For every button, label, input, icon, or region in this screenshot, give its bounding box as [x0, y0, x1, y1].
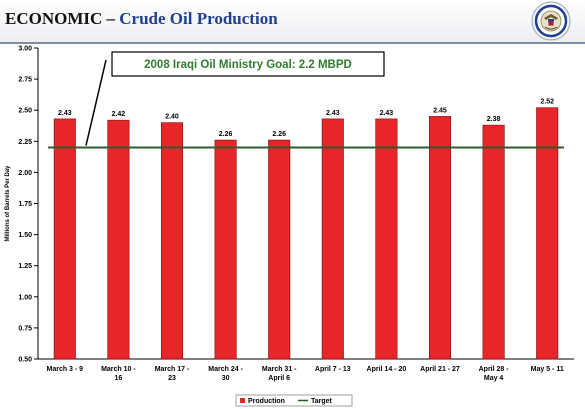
x-category-label: March 17 -: [155, 366, 190, 373]
y-tick-label: 0.75: [18, 325, 32, 332]
title-subtitle: Crude Oil Production: [119, 9, 278, 28]
legend-label-target: Target: [311, 398, 333, 405]
x-axis-category-labels: March 3 - 9 March 10 - 16 March 17 - 23 March…: [47, 366, 564, 382]
y-tick-label: 1.50: [18, 232, 32, 239]
production-bars: [53, 107, 559, 360]
production-bar: [214, 139, 237, 360]
bar-data-label: 2.26: [272, 131, 286, 138]
production-bar: [53, 118, 76, 360]
bar-data-label: 2.52: [540, 99, 554, 106]
title-separator: –: [102, 9, 120, 28]
legend-swatch-production: [240, 398, 245, 403]
y-tick-label: 2.25: [18, 139, 32, 146]
x-category-label: April 6: [268, 375, 290, 382]
bar-data-label: 2.38: [487, 116, 501, 123]
production-bar: [428, 116, 452, 360]
x-category-label: March 10 -: [101, 366, 136, 373]
x-category-label: March 24 -: [208, 366, 243, 373]
x-category-label: 16: [115, 375, 123, 382]
y-tick-label: 2.00: [18, 170, 32, 177]
y-tick-label: 1.00: [18, 294, 32, 301]
y-axis-label: Millions of Barrels Per Day: [5, 165, 11, 242]
y-tick-label: 1.25: [18, 263, 32, 270]
y-tick-label: 1.75: [18, 201, 32, 208]
slide-header: ECONOMIC – Crude Oil Production: [0, 0, 585, 44]
y-tick-label: 0.50: [18, 357, 32, 364]
legend-label-production: Production: [248, 398, 285, 405]
x-category-label: April 21 - 27: [420, 366, 460, 373]
y-axis-ticks: 0.50 0.75 1.00 1.25 1.50 1.75 2.00 2.25 2.50 2.75…: [18, 46, 38, 364]
bar-data-label: 2.43: [380, 110, 394, 117]
us-state-department-seal-icon: [531, 1, 571, 41]
bar-data-label: 2.40: [165, 114, 179, 121]
oil-production-chart: 0.50 0.75 1.00 1.25 1.50 1.75 2.00 2.25 2.50 2.75…: [5, 46, 574, 407]
production-bar: [375, 118, 398, 360]
production-bar: [482, 124, 505, 360]
bar-data-labels: 2.43 2.42 2.40 2.26 2.26 2.43 2.43 2.45 2.38 2.52: [58, 99, 554, 138]
annotation-callout-line: [85, 59, 107, 146]
x-category-label: April 28 -: [479, 366, 510, 373]
y-tick-label: 2.50: [18, 108, 32, 115]
bar-data-label: 2.42: [112, 111, 126, 118]
y-tick-label: 2.75: [18, 77, 32, 84]
x-category-label: May 5 - 11: [531, 366, 564, 373]
x-category-label: April 7 - 13: [315, 366, 351, 373]
bar-data-label: 2.45: [433, 107, 447, 114]
x-category-label: 23: [168, 375, 176, 382]
bar-data-label: 2.26: [219, 131, 233, 138]
production-bar: [160, 122, 184, 360]
bar-data-label: 2.43: [326, 110, 340, 117]
x-category-label: May 4: [484, 375, 504, 382]
title-section: ECONOMIC: [5, 9, 103, 28]
annotation-text: 2008 Iraqi Oil Ministry Goal: 2.2 MBPD: [144, 59, 352, 71]
annotation-box: [111, 51, 385, 77]
production-bar: [536, 107, 559, 360]
production-bar: [107, 119, 130, 360]
y-tick-label: 3.00: [18, 46, 32, 53]
production-bar: [268, 139, 291, 360]
legend-box: [235, 394, 353, 407]
legend: Production Target: [235, 394, 353, 407]
x-category-label: April 14 - 20: [367, 366, 407, 373]
slide-title: ECONOMIC – Crude Oil Production: [5, 9, 278, 29]
bar-data-label: 2.43: [58, 110, 72, 117]
x-category-label: 30: [222, 375, 230, 382]
x-category-label: March 3 - 9: [47, 366, 84, 373]
production-bar: [321, 118, 344, 360]
x-category-label: March 31 -: [262, 366, 297, 373]
